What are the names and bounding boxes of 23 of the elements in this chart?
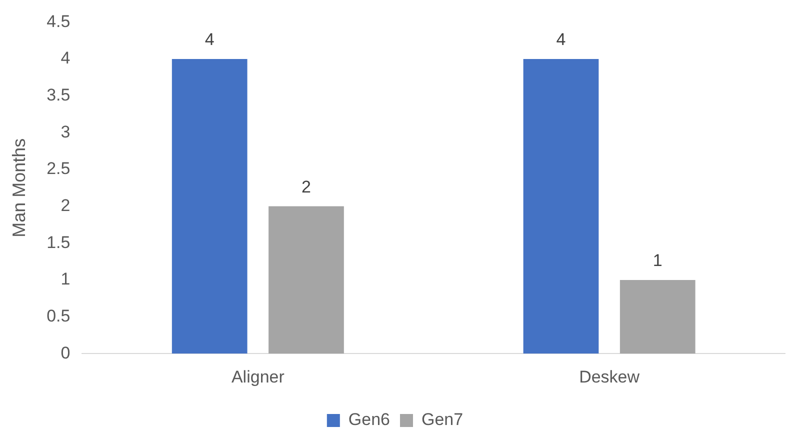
y-tick-label: 3.5 bbox=[46, 86, 70, 105]
data-label: 4 bbox=[556, 30, 566, 50]
data-label: 4 bbox=[204, 30, 214, 50]
bar bbox=[268, 206, 344, 354]
y-axis-title: Man Months bbox=[8, 138, 29, 238]
x-tick-label: Deskew bbox=[579, 367, 640, 386]
bar bbox=[523, 59, 599, 354]
legend-label: Gen7 bbox=[422, 410, 464, 430]
y-tick-label: 3 bbox=[60, 122, 70, 142]
bar bbox=[620, 280, 696, 354]
data-label: 1 bbox=[652, 251, 662, 270]
y-tick-label: 4.5 bbox=[46, 12, 70, 31]
y-tick-label: 1.5 bbox=[46, 232, 70, 252]
data-label: 2 bbox=[302, 178, 311, 196]
legend-label: Gen6 bbox=[348, 410, 390, 430]
y-tick-label: 0 bbox=[60, 343, 70, 362]
y-tick-label: 2.5 bbox=[46, 159, 70, 178]
y-tick-label: 4 bbox=[60, 48, 70, 68]
bar bbox=[172, 59, 248, 354]
y-tick-label: 0.5 bbox=[46, 306, 70, 326]
y-tick-label: 1 bbox=[60, 270, 70, 289]
x-tick-label: Aligner bbox=[231, 367, 285, 386]
y-tick-label: 2 bbox=[60, 196, 70, 215]
